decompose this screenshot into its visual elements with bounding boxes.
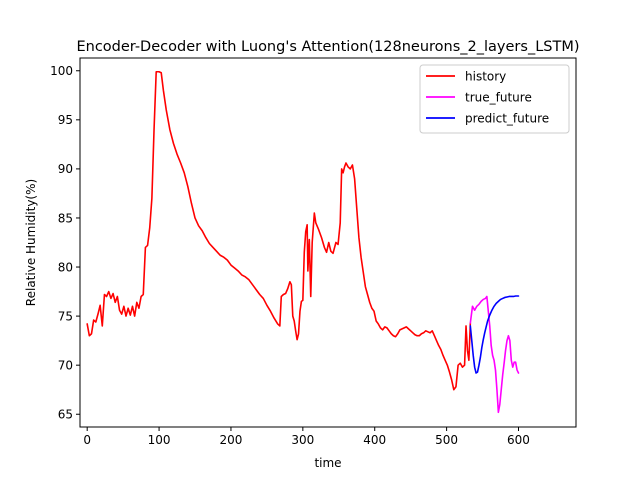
x-tick-label: 400: [363, 433, 386, 447]
y-tick-label: 70: [58, 358, 73, 372]
y-tick-label: 65: [58, 408, 73, 422]
y-axis-ticks: 65 70 75 80 85 90 95 100: [50, 64, 80, 422]
legend-label-history: history: [465, 69, 506, 83]
y-tick-label: 90: [58, 162, 73, 176]
x-tick-label: 200: [220, 433, 243, 447]
y-tick-label: 100: [50, 64, 73, 78]
y-tick-label: 95: [58, 113, 73, 127]
y-tick-label: 85: [58, 211, 73, 225]
plot-series: [86, 70, 520, 414]
series-line-predict-future: [469, 295, 520, 374]
x-tick-label: 300: [291, 433, 314, 447]
x-tick-label: 0: [83, 433, 91, 447]
x-tick-label: 100: [148, 433, 171, 447]
series-line-history: [86, 70, 472, 391]
x-axis-label: time: [314, 456, 341, 470]
x-tick-label: 600: [507, 433, 530, 447]
y-tick-label: 75: [58, 309, 73, 323]
y-axis-label: Relative Humidity(%): [24, 179, 38, 306]
legend-label-predict-future: predict_future: [465, 111, 549, 125]
legend-label-true-future: true_future: [465, 90, 532, 104]
x-tick-label: 500: [435, 433, 458, 447]
series-line-true-future: [469, 295, 520, 414]
chart-title: Encoder-Decoder with Luong's Attention(1…: [76, 39, 579, 55]
legend: history true_future predict_future: [419, 64, 570, 134]
legend-box: [419, 64, 570, 134]
x-axis-ticks: 0 100 200 300 400 500 600: [83, 427, 530, 447]
axes-frame: [79, 57, 577, 428]
y-tick-label: 80: [58, 260, 73, 274]
